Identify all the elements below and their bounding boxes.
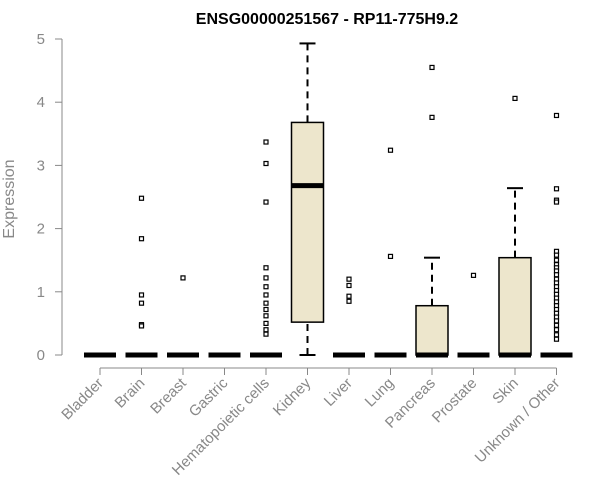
outlier-point [263,284,269,290]
box [290,121,325,323]
outlier-point [138,292,145,298]
outlier-point [429,114,435,120]
outlier-point [263,331,269,337]
outlier-point [553,199,560,205]
outlier-point [346,282,352,289]
outlier-point [346,298,352,304]
box-group-liver [333,276,365,358]
outlier-point [553,327,560,333]
outlier-point [346,276,352,282]
box-group-brain [125,195,158,358]
x-tick-label: Liver [321,375,356,410]
outlier-point [180,275,186,281]
outlier-point [387,253,394,260]
outlier-point [138,300,145,306]
box [415,304,449,356]
y-tick-label: 3 [37,157,45,174]
box-group-breast [167,275,199,358]
box-group-kidney [290,42,325,356]
outlier-point [429,64,435,71]
outlier-point [553,112,560,119]
outlier-point [263,300,269,306]
outlier-point [138,236,145,242]
outlier-point [263,199,269,205]
outlier-point [138,195,145,201]
outlier-point [553,322,560,328]
box-group-unknown-other [540,112,573,358]
outlier-point [263,320,269,326]
outlier-point [553,336,560,342]
x-tick-label: Kidney [270,374,315,419]
x-tick-label: Prostate [429,375,481,427]
outlier-point [346,293,352,299]
outlier-point [263,265,269,271]
outlier-point [387,147,394,153]
outlier-point [263,275,269,281]
x-tick-label: Bladder [58,375,107,424]
y-tick-label: 0 [37,347,45,364]
x-tick-label: Brain [112,375,149,412]
outlier-point [470,272,477,278]
outlier-point [263,306,269,313]
y-tick-label: 5 [37,31,45,48]
box-group-hematopoietic-cells [250,139,282,358]
box-group-pancreas [415,64,449,358]
outlier-point [553,318,560,324]
y-tick-label: 4 [37,94,45,111]
outlier-point [553,272,560,278]
outlier-point [263,160,269,167]
box-group-skin [498,95,532,358]
y-axis: 0 1 2 3 4 5 [37,31,63,364]
outlier-point [553,257,560,263]
outlier-point [553,186,560,192]
outlier-point [263,139,269,145]
box-group-lung [374,147,407,358]
x-tick-label: Lung [362,375,398,411]
y-axis-label: Expression [1,159,18,238]
outlier-point [512,95,518,102]
outlier-point [263,313,269,319]
x-tick-label: Breast [147,374,190,417]
x-tick-label: Skin [489,375,522,408]
y-tick-label: 1 [37,284,45,301]
box [498,256,532,356]
chart-title: ENSG00000251567 - RP11-775H9.2 [196,11,459,28]
outlier-point [553,332,560,338]
y-tick-label: 2 [37,221,45,238]
plot-area [84,42,573,358]
box-group-prostate [457,272,490,358]
outlier-point [138,323,145,329]
outlier-point [263,327,269,333]
outlier-point [553,252,560,258]
outlier-point [263,292,269,298]
